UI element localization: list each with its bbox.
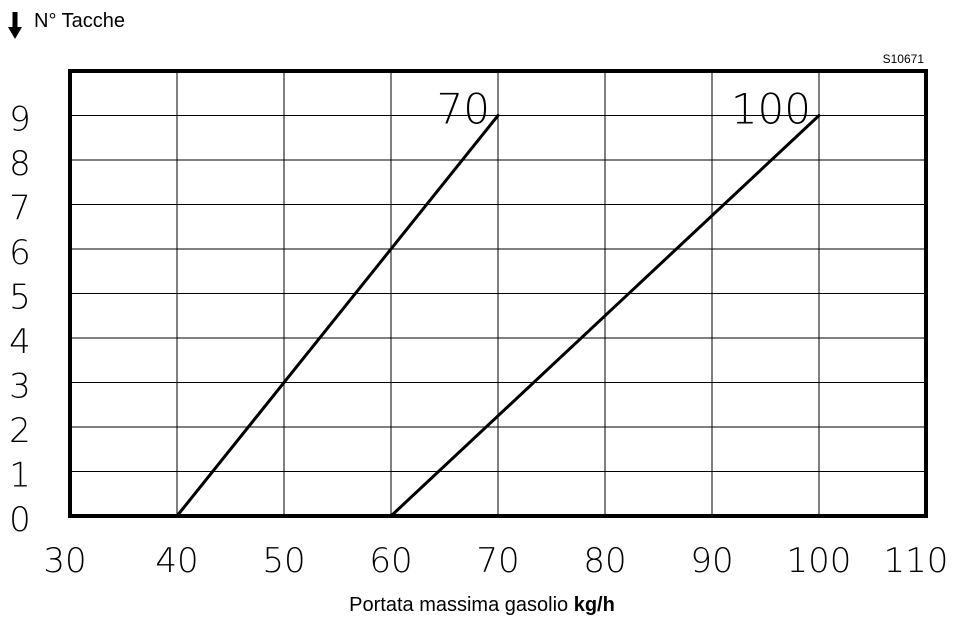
y-tick-label: 8 [9, 144, 31, 184]
series-label-70: 70 [437, 85, 490, 134]
y-tick-label: 0 [9, 500, 31, 540]
x-tick-label: 30 [43, 541, 86, 581]
series-label-100: 100 [731, 85, 811, 134]
x-tick-label: 40 [155, 541, 198, 581]
x-tick-label: 60 [369, 541, 412, 581]
y-tick-label: 2 [9, 411, 31, 451]
x-tick-label: 100 [787, 541, 852, 581]
x-tick-label: 80 [583, 541, 626, 581]
plot-frame [68, 69, 928, 518]
x-axis-title: Portata massima gasolio kg/h [0, 594, 964, 617]
y-tick-label: 1 [9, 456, 31, 496]
y-tick-label: 6 [9, 233, 31, 273]
y-tick-label: 3 [9, 367, 31, 407]
x-tick-label: 50 [262, 541, 305, 581]
figure-code: S10671 [882, 52, 924, 66]
y-axis-title: N° Tacche [8, 10, 125, 40]
y-axis-label: N° Tacche [34, 10, 126, 32]
x-axis-unit: kg/h [573, 594, 615, 616]
series-line-100 [389, 114, 821, 518]
x-tick-label: 90 [690, 541, 733, 581]
series-line-70 [175, 114, 500, 518]
x-tick-label: 70 [476, 541, 519, 581]
y-tick-label: 4 [9, 322, 31, 362]
y-tick-label: 9 [9, 100, 31, 140]
x-tick-label: 110 [884, 541, 949, 581]
x-axis-label: Portata massima gasolio [349, 594, 569, 616]
y-tick-label: 7 [9, 189, 31, 229]
y-tick-label: 5 [9, 278, 31, 318]
arrow-down-icon [8, 12, 22, 39]
